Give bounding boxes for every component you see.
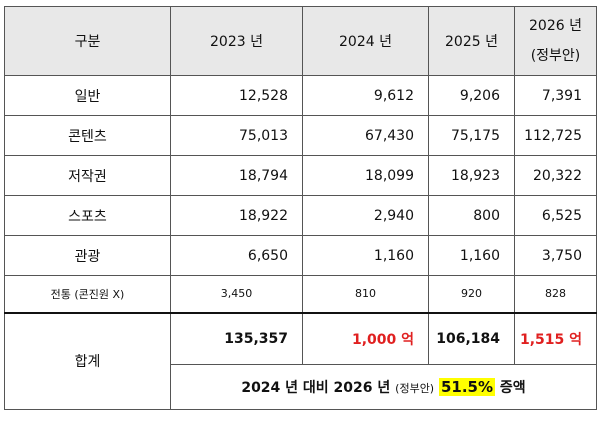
- cell-2026: 6,525: [514, 195, 597, 236]
- header-2023: 2023 년: [170, 6, 303, 76]
- table-row: 스포츠 18,922 2,940 800 6,525: [4, 195, 597, 236]
- header-2026-year: 2026 년: [529, 18, 582, 34]
- cell-2024: 1,160: [302, 235, 429, 276]
- summary-row: 2024 년 대비 2026 년 (정부안) 51.5% 증액: [5, 363, 597, 410]
- cell-2026: 7,391: [514, 75, 597, 116]
- header-row: 구분 2023 년 2024 년 2025 년 2026 년 (정부안): [4, 6, 597, 76]
- cell-2025: 9,206: [428, 75, 515, 116]
- header-2026: 2026 년 (정부안): [514, 6, 597, 76]
- cell-2024: 9,612: [302, 75, 429, 116]
- header-2026-note: (정부안): [530, 48, 581, 64]
- budget-table-container: 구분 2023 년 2024 년 2025 년 2026 년 (정부안) 일반 …: [4, 6, 597, 436]
- cell-2025: 800: [428, 195, 515, 236]
- cell-2023: 18,794: [170, 155, 303, 196]
- table-row: 저작권 18,794 18,099 18,923 20,322: [4, 155, 597, 196]
- total-2023: 135,357: [170, 311, 303, 365]
- cell-2026: 828: [514, 275, 597, 313]
- cell-2025: 75,175: [428, 115, 515, 156]
- cell-2024: 2,940: [302, 195, 429, 236]
- row-label: 일반: [4, 75, 171, 116]
- total-2024: 1,000 억: [302, 311, 429, 365]
- row-label: 저작권: [4, 155, 171, 196]
- header-category: 구분: [4, 6, 171, 76]
- cell-2025: 920: [428, 275, 515, 313]
- cell-2024: 67,430: [302, 115, 429, 156]
- row-label: 관광: [4, 235, 171, 276]
- summary-text: 2024 년 대비 2026 년: [241, 379, 391, 396]
- row-label: 스포츠: [4, 195, 171, 236]
- cell-2025: 18,923: [428, 155, 515, 196]
- cell-2023: 12,528: [170, 75, 303, 116]
- total-label: 합계: [4, 311, 171, 410]
- row-label: 콘텐츠: [4, 115, 171, 156]
- table-row: 전통 (콘진원 X) 3,450 810 920 828: [4, 275, 597, 313]
- cell-2023: 18,922: [170, 195, 303, 236]
- summary-note: (정부안): [395, 381, 435, 395]
- total-2025: 106,184: [428, 311, 515, 365]
- budget-table: 구분 2023 년 2024 년 2025 년 2026 년 (정부안) 일반 …: [4, 6, 597, 410]
- header-2025: 2025 년: [428, 6, 515, 76]
- summary-end: 증액: [499, 379, 526, 396]
- total-row: 합계 135,357 1,000 억 106,184 1,515 억: [4, 311, 597, 410]
- table-row: 일반 12,528 9,612 9,206 7,391: [4, 75, 597, 116]
- summary-cell: 2024 년 대비 2026 년 (정부안) 51.5% 증액: [170, 363, 597, 410]
- cell-2023: 6,650: [170, 235, 303, 276]
- summary-percent: 51.5%: [438, 377, 496, 396]
- row-label: 전통 (콘진원 X): [4, 275, 171, 313]
- cell-2024: 810: [302, 275, 429, 313]
- cell-2024: 18,099: [302, 155, 429, 196]
- table-row: 관광 6,650 1,160 1,160 3,750: [4, 235, 597, 276]
- cell-2023: 3,450: [170, 275, 303, 313]
- cell-2025: 1,160: [428, 235, 515, 276]
- cell-2026: 3,750: [514, 235, 597, 276]
- total-2026: 1,515 억: [514, 311, 597, 365]
- table-row: 콘텐츠 75,013 67,430 75,175 112,725: [4, 115, 597, 156]
- cell-2026: 20,322: [514, 155, 597, 196]
- header-2024: 2024 년: [302, 6, 429, 76]
- cell-2023: 75,013: [170, 115, 303, 156]
- cell-2026: 112,725: [514, 115, 597, 156]
